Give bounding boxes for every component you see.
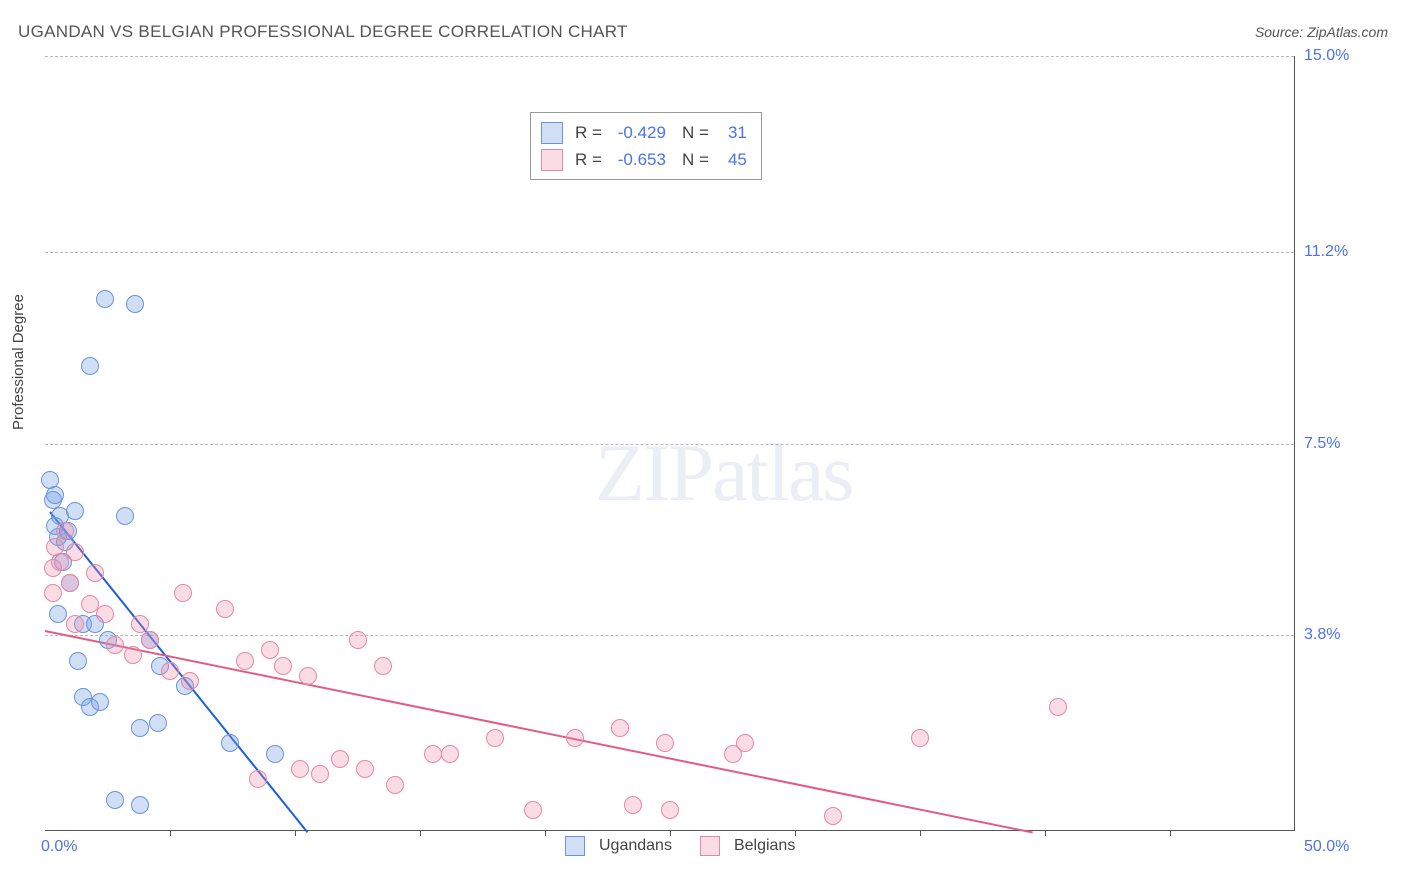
scatter-point	[116, 507, 134, 525]
scatter-point	[624, 796, 642, 814]
scatter-point	[46, 486, 64, 504]
scatter-point	[106, 791, 124, 809]
scatter-point	[274, 657, 292, 675]
chart-source: Source: ZipAtlas.com	[1255, 24, 1388, 40]
scatter-point	[66, 615, 84, 633]
scatter-point	[66, 543, 84, 561]
scatter-point	[91, 693, 109, 711]
scatter-point	[69, 652, 87, 670]
scatter-point	[566, 729, 584, 747]
legend-label: Belgians	[734, 837, 795, 855]
x-tick-mark	[1045, 830, 1046, 836]
scatter-point	[131, 719, 149, 737]
scatter-point	[374, 657, 392, 675]
stat-label-n: N =	[682, 119, 709, 146]
scatter-point	[66, 502, 84, 520]
stat-value-r1: -0.429	[608, 119, 666, 146]
stat-label-r: R =	[575, 119, 602, 146]
scatter-point	[216, 600, 234, 618]
scatter-point	[131, 796, 149, 814]
scatter-point	[911, 729, 929, 747]
y-tick-label: 7.5%	[1304, 435, 1389, 453]
scatter-point	[126, 295, 144, 313]
legend-swatch-belgians	[541, 149, 563, 171]
gridline	[45, 56, 1294, 57]
scatter-point	[266, 745, 284, 763]
stat-label-r: R =	[575, 146, 602, 173]
regression-line	[45, 630, 1033, 833]
y-axis-label: Professional Degree	[10, 294, 27, 430]
chart-header: UGANDAN VS BELGIAN PROFESSIONAL DEGREE C…	[18, 22, 1388, 42]
scatter-point	[174, 584, 192, 602]
legend-stats-row: R = -0.653 N = 45	[541, 146, 747, 173]
scatter-point	[221, 734, 239, 752]
x-tick-label: 50.0%	[1304, 838, 1389, 856]
scatter-point	[656, 734, 674, 752]
scatter-point	[486, 729, 504, 747]
scatter-point	[661, 801, 679, 819]
x-tick-mark	[1170, 830, 1171, 836]
chart-title: UGANDAN VS BELGIAN PROFESSIONAL DEGREE C…	[18, 22, 628, 42]
scatter-point	[736, 734, 754, 752]
scatter-point	[124, 646, 142, 664]
scatter-point	[96, 605, 114, 623]
y-tick-label: 11.2%	[1304, 243, 1389, 261]
scatter-point	[524, 801, 542, 819]
scatter-point	[96, 290, 114, 308]
scatter-point	[56, 522, 74, 540]
legend-item: Belgians	[700, 836, 795, 856]
stat-label-n: N =	[682, 146, 709, 173]
scatter-point	[299, 667, 317, 685]
legend-item: Ugandans	[565, 836, 672, 856]
scatter-point	[331, 750, 349, 768]
legend-swatch	[700, 836, 720, 856]
scatter-point	[236, 652, 254, 670]
scatter-point	[349, 631, 367, 649]
legend-stats-row: R = -0.429 N = 31	[541, 119, 747, 146]
y-tick-label: 15.0%	[1304, 47, 1389, 65]
stat-value-n2: 45	[715, 146, 747, 173]
legend-swatch	[565, 836, 585, 856]
gridline	[45, 635, 1294, 636]
scatter-point	[356, 760, 374, 778]
scatter-point	[161, 662, 179, 680]
legend-series: Ugandans Belgians	[565, 836, 795, 856]
scatter-point	[49, 605, 67, 623]
scatter-point	[44, 559, 62, 577]
x-tick-mark	[420, 830, 421, 836]
scatter-point	[611, 719, 629, 737]
scatter-point	[441, 745, 459, 763]
scatter-point	[261, 641, 279, 659]
scatter-point	[141, 631, 159, 649]
scatter-point	[291, 760, 309, 778]
scatter-point	[61, 574, 79, 592]
scatter-point	[249, 770, 267, 788]
scatter-point	[824, 807, 842, 825]
legend-swatch-ugandans	[541, 122, 563, 144]
x-tick-mark	[545, 830, 546, 836]
legend-label: Ugandans	[599, 837, 672, 855]
scatter-point	[86, 564, 104, 582]
x-tick-mark	[920, 830, 921, 836]
chart-plot-area: 3.8%7.5%11.2%15.0%0.0%50.0% ZIPatlas R =…	[45, 56, 1295, 831]
gridline	[45, 252, 1294, 253]
x-tick-label: 0.0%	[41, 838, 77, 856]
scatter-point	[424, 745, 442, 763]
x-tick-mark	[170, 830, 171, 836]
scatter-point	[386, 776, 404, 794]
y-tick-label: 3.8%	[1304, 626, 1389, 644]
scatter-point	[149, 714, 167, 732]
stat-value-r2: -0.653	[608, 146, 666, 173]
scatter-point	[181, 672, 199, 690]
gridline	[45, 444, 1294, 445]
scatter-point	[44, 584, 62, 602]
scatter-point	[81, 357, 99, 375]
x-tick-mark	[295, 830, 296, 836]
scatter-point	[1049, 698, 1067, 716]
scatter-point	[106, 636, 124, 654]
legend-stats: R = -0.429 N = 31 R = -0.653 N = 45	[530, 112, 762, 180]
stat-value-n1: 31	[715, 119, 747, 146]
scatter-point	[311, 765, 329, 783]
